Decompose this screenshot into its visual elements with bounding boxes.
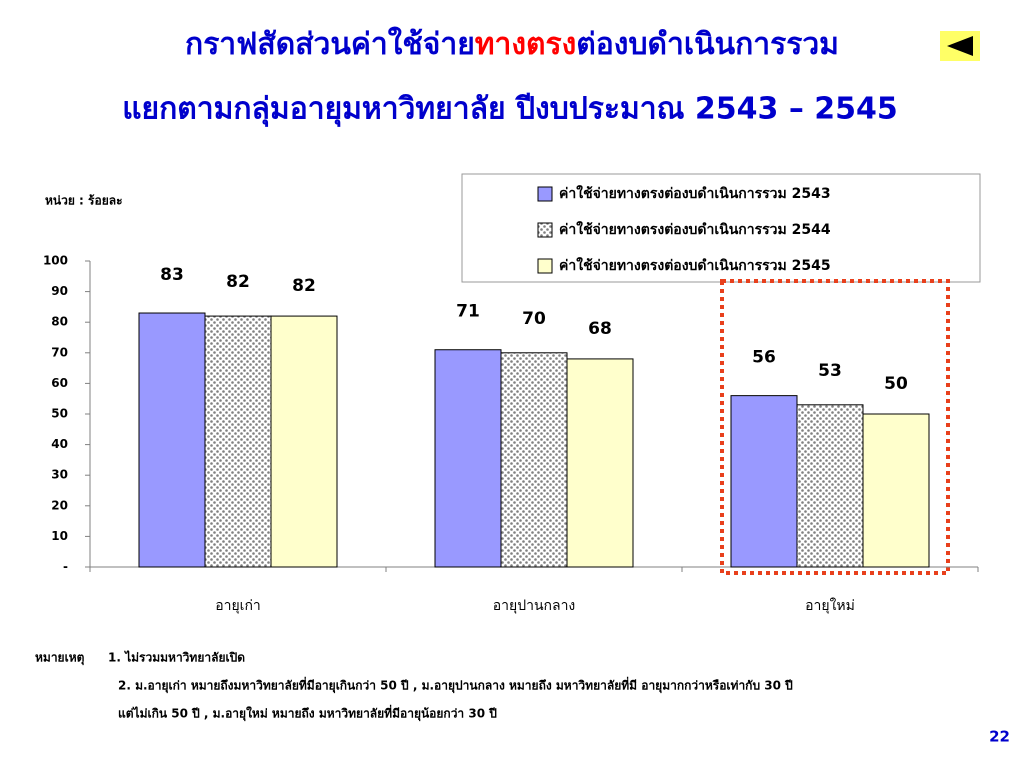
bar xyxy=(796,404,864,568)
bar xyxy=(862,413,930,568)
x-tick-label: อายุปานกลาง xyxy=(493,598,576,614)
note: แต่ไม่เกิน 50 ปี , ม.อายุใหม่ หมายถึง มห… xyxy=(118,705,497,722)
bar xyxy=(500,352,568,568)
unit-label: หน่วย : ร้อยละ xyxy=(45,194,123,208)
value-label: 71 xyxy=(456,302,480,322)
y-tick-label: 60 xyxy=(51,376,68,390)
legend-swatch xyxy=(537,186,553,202)
y-tick-label: 10 xyxy=(51,529,68,543)
bar xyxy=(730,395,798,568)
y-tick-label: 30 xyxy=(51,468,68,482)
y-tick-label: 70 xyxy=(51,345,68,359)
legend-label: ค่าใช้จ่ายทางตรงต่องบดำเนินการรวม 2545 xyxy=(559,256,831,274)
y-tick-label: 20 xyxy=(51,498,68,512)
legend-swatch xyxy=(537,258,553,274)
title-part: กราฟสัดส่วนค่าใช้จ่าย xyxy=(185,26,475,62)
bar xyxy=(434,349,502,568)
legend-label: ค่าใช้จ่ายทางตรงต่องบดำเนินการรวม 2544 xyxy=(559,220,831,238)
value-label: 82 xyxy=(226,272,250,292)
nav-arrow xyxy=(947,36,973,56)
y-tick-label: 100 xyxy=(43,254,68,268)
title-part: ทางตรง xyxy=(475,27,577,62)
page-number: 22 xyxy=(989,728,1010,746)
bar xyxy=(566,358,634,568)
y-tick-label: 90 xyxy=(51,284,68,298)
y-tick-label: 50 xyxy=(51,407,68,421)
value-label: 50 xyxy=(884,374,908,394)
bar xyxy=(138,312,206,568)
value-label: 70 xyxy=(522,309,546,329)
chart-subtitle: แยกตามกลุ่มอายุมหาวิทยาลัย ปีงบประมาณ 25… xyxy=(122,92,898,128)
y-tick-label: - xyxy=(63,560,68,574)
value-label: 53 xyxy=(818,361,842,381)
y-tick-label: 80 xyxy=(51,315,68,329)
value-label: 56 xyxy=(752,348,776,368)
chart-title: กราฟสัดส่วนค่าใช้จ่ายทางตรงต่องบดำเนินกา… xyxy=(185,26,839,62)
bar xyxy=(270,315,338,568)
value-label: 82 xyxy=(292,276,316,296)
x-tick-label: อายุเก่า xyxy=(215,598,261,614)
legend-label: ค่าใช้จ่ายทางตรงต่องบดำเนินการรวม 2543 xyxy=(559,184,831,202)
y-tick-label: 40 xyxy=(51,437,68,451)
highlight-box xyxy=(720,279,950,575)
legend-swatch xyxy=(537,222,553,238)
note: 2. ม.อายุเก่า หมายถึงมหาวิทยาลัยที่มีอาย… xyxy=(118,677,793,694)
notes-label: หมายเหตุ xyxy=(35,651,85,666)
title-part: ต่องบดำเนินการรวม xyxy=(576,27,839,62)
x-tick-label: อายุใหม่ xyxy=(805,597,855,614)
note: 1. ไม่รวมมหาวิทยาลัยเปิด xyxy=(108,650,245,665)
bar xyxy=(204,315,272,568)
value-label: 68 xyxy=(588,319,612,339)
value-label: 83 xyxy=(160,265,184,285)
